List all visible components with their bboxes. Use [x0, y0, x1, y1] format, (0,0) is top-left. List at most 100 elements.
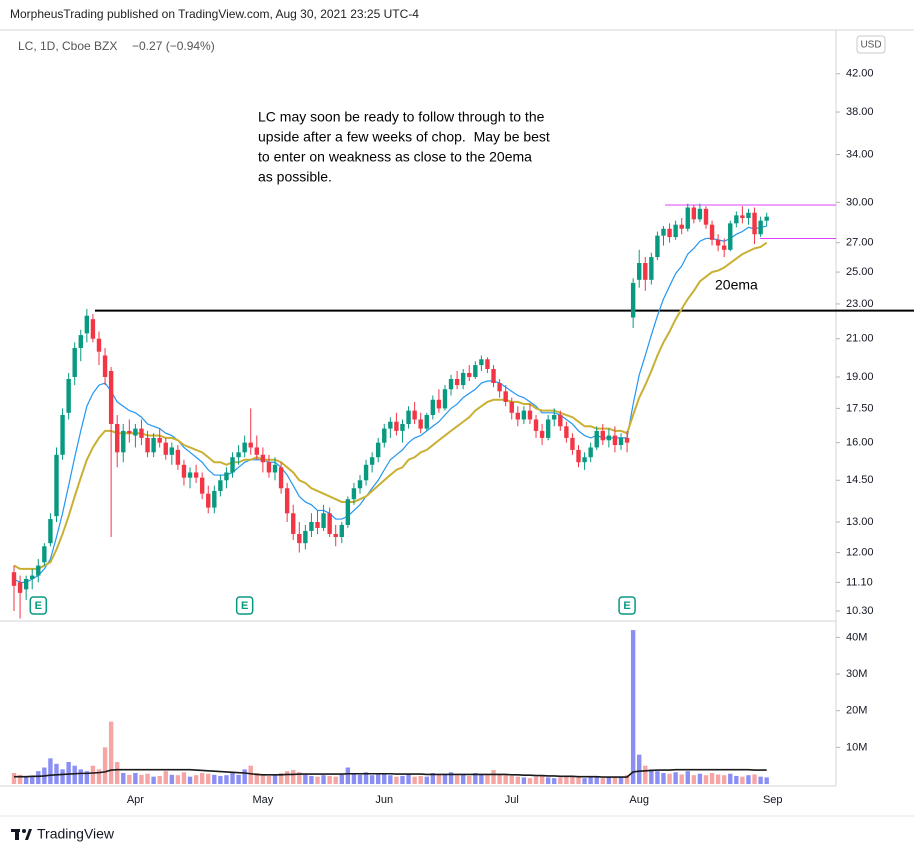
- volume-bar: [96, 769, 102, 784]
- volume-bar: [691, 775, 697, 784]
- volume-bar: [515, 776, 521, 784]
- volume-bar: [339, 774, 344, 784]
- candle-body: [412, 410, 417, 420]
- volume-bar: [685, 771, 690, 784]
- symbol-info: LC, 1D, Cboe BZX: [18, 39, 117, 53]
- candle-body: [758, 220, 763, 235]
- earnings-label: E: [35, 600, 42, 612]
- price-change: −0.27 (−0.94%): [132, 39, 215, 53]
- candle-body: [133, 428, 138, 436]
- y-tick-label: 17.50: [846, 402, 874, 414]
- earnings-label: E: [623, 600, 630, 612]
- currency-badge: [856, 35, 886, 54]
- candle-body: [746, 212, 751, 219]
- candle-body: [266, 462, 272, 473]
- candle-body: [624, 437, 630, 443]
- volume-bar: [157, 775, 162, 784]
- volume-bar: [758, 776, 763, 784]
- volume-bar: [139, 774, 144, 784]
- annotation-line: LC may soon be ready to follow through t…: [258, 109, 545, 125]
- candle-body: [157, 437, 162, 443]
- volume-bar: [552, 778, 557, 784]
- annotation-line: as possible.: [258, 169, 332, 185]
- y-tick-label: 30.00: [846, 196, 874, 208]
- candle-body: [48, 519, 53, 544]
- candle-body: [673, 224, 678, 238]
- volume-bar: [388, 775, 393, 784]
- candle-body: [533, 419, 539, 431]
- volume-bar: [236, 774, 241, 784]
- volume-bar: [163, 771, 168, 784]
- candle-body: [612, 435, 618, 446]
- volume-bar: [497, 773, 502, 784]
- volume-bar: [278, 773, 284, 784]
- candle-body: [424, 415, 429, 429]
- volume-bar: [643, 765, 648, 784]
- volume-bar: [254, 773, 259, 784]
- candle-body: [230, 457, 235, 473]
- candle-body: [521, 410, 527, 420]
- volume-bar: [697, 773, 703, 784]
- candle-body: [163, 442, 168, 455]
- x-tick-label: Jul: [505, 794, 519, 806]
- y-tick-label: 21.00: [846, 333, 874, 345]
- x-tick-label: Jun: [375, 794, 393, 806]
- volume-bar: [309, 775, 314, 784]
- volume-bar: [752, 774, 757, 784]
- volume-bar: [612, 776, 618, 784]
- volume-bar: [224, 775, 229, 784]
- volume-bar: [248, 765, 253, 784]
- earnings-marker: [235, 596, 254, 615]
- volume-bar: [655, 771, 660, 784]
- candle-body: [11, 572, 17, 586]
- candle-body: [254, 447, 259, 455]
- volume-bar: [72, 765, 77, 784]
- volume-bar: [121, 773, 126, 784]
- candle-body: [545, 419, 551, 438]
- candle-body: [606, 435, 612, 441]
- candle-body: [23, 578, 29, 590]
- candle-body: [752, 212, 757, 235]
- y-tick-label: 25.00: [846, 266, 874, 278]
- volume-average: [14, 768, 767, 778]
- volume-bar: [491, 770, 496, 784]
- volume-bar: [533, 776, 539, 784]
- candle-body: [278, 467, 284, 489]
- y-tick-label: 19.00: [846, 371, 874, 383]
- volume-bar: [260, 774, 266, 784]
- candle-body: [54, 454, 59, 517]
- volume-bar: [564, 776, 569, 784]
- candle-body: [84, 315, 90, 334]
- candle-body: [345, 499, 351, 525]
- x-tick-label: Sep: [763, 794, 783, 806]
- volume-bar: [114, 762, 120, 784]
- volume-bar: [48, 758, 53, 784]
- volume-bar: [351, 773, 357, 784]
- y-tick-label: 11.10: [846, 576, 873, 588]
- y-tick-label: 13.00: [846, 516, 874, 528]
- x-tick-label: May: [252, 794, 273, 806]
- candle-body: [333, 533, 338, 538]
- candle-body: [728, 223, 733, 250]
- candle-body: [418, 419, 423, 429]
- volume-bar: [181, 772, 187, 784]
- volume-bar: [673, 772, 678, 784]
- candle-body: [309, 522, 314, 531]
- candle-body: [740, 215, 745, 219]
- candle-body: [297, 533, 302, 544]
- candle-body: [643, 263, 648, 280]
- volume-bar: [558, 777, 563, 784]
- x-tick-label: Apr: [127, 794, 144, 806]
- candle-body: [339, 524, 344, 538]
- volume-bar: [193, 775, 199, 784]
- candle-body: [667, 228, 672, 238]
- volume-bar: [527, 778, 533, 784]
- brand-name: TradingView: [37, 826, 115, 842]
- y-tick-label: 34.00: [846, 148, 874, 160]
- volume-bar: [284, 771, 290, 784]
- volume-tick-label: 30M: [846, 668, 867, 680]
- volume-bar: [545, 777, 551, 784]
- candle-body: [145, 437, 150, 453]
- volume-bar: [199, 773, 205, 784]
- volume-bar: [175, 775, 181, 784]
